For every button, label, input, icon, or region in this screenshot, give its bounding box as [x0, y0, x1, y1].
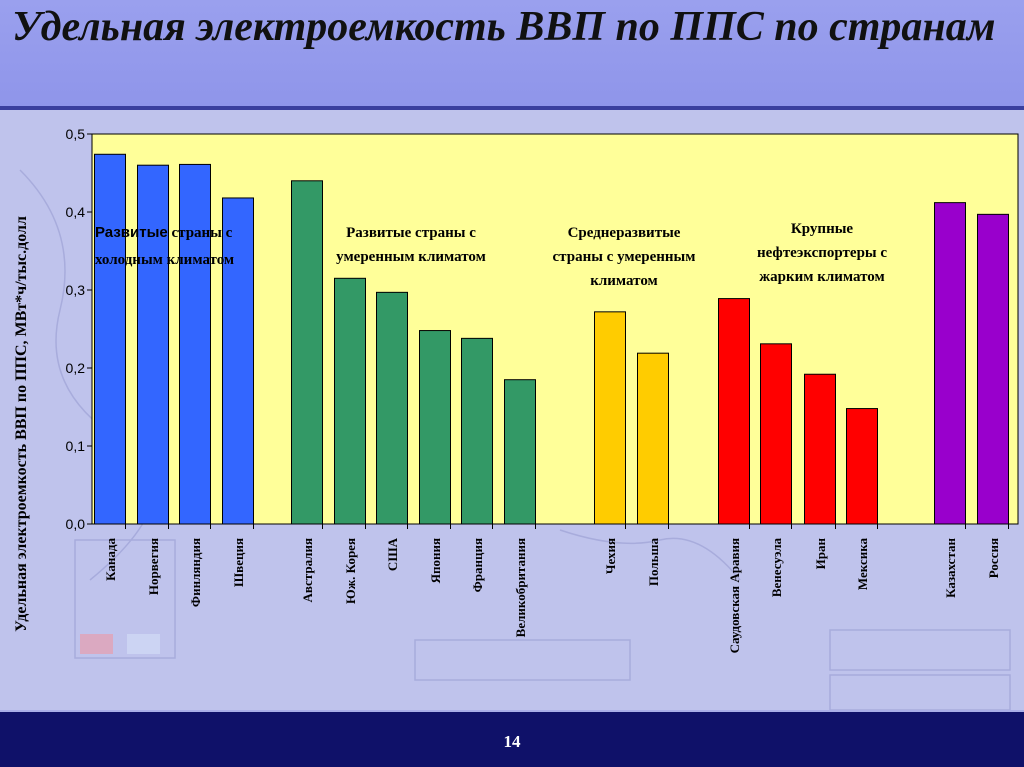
- category-label: Финляндия: [188, 538, 203, 607]
- y-tick-label: 0,1: [66, 438, 86, 454]
- bar-2-0: [594, 311, 626, 525]
- group-label-temperate-line2: умеренным климатом: [336, 249, 486, 265]
- bar-3-2: [804, 373, 836, 525]
- category-label: Юж. Корея: [343, 538, 358, 604]
- bar-4-1: [977, 213, 1009, 525]
- category-label: Франция: [470, 538, 485, 592]
- group-label-oil-line1: Крупные: [791, 221, 854, 237]
- page-number: 14: [503, 732, 521, 751]
- y-tick-label: 0,2: [66, 360, 86, 376]
- group-label-developing-line3: климатом: [590, 273, 658, 289]
- category-label: Норвегия: [146, 538, 161, 595]
- bar-0-2: [179, 163, 211, 525]
- bar-1-0: [291, 180, 323, 525]
- category-label: Канада: [103, 538, 118, 581]
- group-label-oil-line3: жарким климатом: [759, 269, 885, 285]
- bar-0-1: [137, 164, 169, 525]
- title-band: [0, 0, 1024, 106]
- y-tick-label: 0,3: [66, 282, 86, 298]
- bar-0-3: [222, 197, 254, 525]
- category-labels: Канада Норвегия Финляндия Швеция Австралия Юж…: [103, 537, 1001, 653]
- group-label-cold: Развитые страны с: [95, 224, 233, 241]
- y-tick-label: 0,0: [66, 516, 86, 532]
- y-tick-label: 0,4: [66, 204, 86, 220]
- category-label: Иран: [813, 538, 828, 570]
- category-label: Венесуэла: [769, 538, 784, 598]
- bar-3-1: [760, 343, 792, 525]
- y-tick-label: 0,5: [66, 126, 86, 142]
- slide-title: Удельная электроемкость ВВП по ППС по ст…: [12, 4, 996, 50]
- title-rule: [0, 106, 1024, 110]
- group-annotations: Развитые страны с холодным климатом Развит…: [95, 221, 887, 289]
- bar-1-2: [376, 291, 408, 525]
- bar-1-1: [334, 277, 366, 525]
- category-label: Саудовская Аравия: [727, 538, 742, 653]
- bar-0-0: [94, 153, 126, 525]
- category-label: Япония: [428, 538, 443, 583]
- group-label-cold-line2: холодным климатом: [95, 252, 234, 268]
- group-label-developing-line2: страны с умеренным: [553, 249, 696, 265]
- footer-bar: [0, 712, 1024, 767]
- category-label: Австралия: [300, 538, 315, 603]
- bar-1-5: [504, 379, 536, 525]
- category-label: Великобритания: [513, 538, 528, 637]
- category-label: Мексика: [855, 538, 870, 591]
- bar-1-3: [419, 330, 451, 525]
- category-label: Казахстан: [943, 538, 958, 598]
- group-label-developing-line1: Среднеразвитые: [568, 225, 681, 241]
- group-label-temperate-line1: Развитые страны с: [346, 225, 476, 241]
- bar-3-0: [718, 298, 750, 525]
- bar-chart: 0,0 0,1 0,2 0,3 0,4 0,5 Канада Норвегия Финлянд…: [13, 126, 1019, 653]
- category-label: Чехия: [603, 538, 618, 574]
- category-label: Швеция: [231, 538, 246, 587]
- y-axis-label: Удельная электроемкость ВВП по ППС, МВт*…: [13, 216, 30, 632]
- category-label: США: [385, 537, 400, 571]
- bar-4-0: [934, 202, 966, 525]
- bar-3-3: [846, 408, 878, 525]
- bars: [94, 153, 1009, 529]
- bar-2-1: [637, 352, 669, 525]
- y-axis: 0,0 0,1 0,2 0,3 0,4 0,5: [66, 126, 92, 532]
- bar-1-4: [461, 337, 493, 525]
- category-label: Россия: [986, 538, 1001, 578]
- group-label-oil-line2: нефтеэкспортеры с: [757, 245, 887, 261]
- category-label: Польша: [646, 538, 661, 587]
